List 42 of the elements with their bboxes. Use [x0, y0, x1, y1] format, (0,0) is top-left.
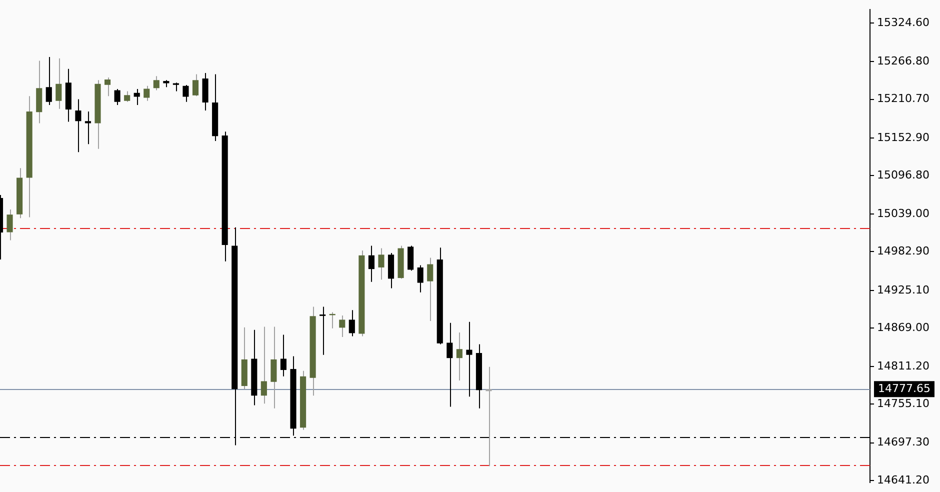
candlestick: [280, 334, 287, 377]
y-tick-label: 15152.90: [877, 130, 930, 144]
candlestick: [182, 84, 189, 102]
candlestick: [339, 315, 346, 338]
candlestick: [75, 98, 82, 153]
candlestick: [446, 322, 453, 408]
candlestick: [124, 90, 130, 102]
y-tick-label: 14811.20: [877, 359, 930, 372]
y-tick-label: 15039.00: [877, 207, 930, 220]
candlestick: [320, 306, 326, 356]
candlestick: [486, 366, 492, 467]
y-tick-label: 14755.10: [877, 397, 930, 410]
candlestick: [104, 77, 111, 97]
candlestick: [260, 326, 267, 404]
ref-line-label: 14777.65: [878, 382, 930, 395]
y-tick-label: 14925.10: [877, 283, 930, 296]
candlestick: [56, 58, 62, 110]
y-tick-label: 15096.80: [877, 168, 930, 182]
y-tick-label: 15210.70: [877, 92, 930, 106]
candlestick: [6, 208, 13, 241]
candlestick: [466, 321, 472, 398]
y-tick-label: 15266.80: [877, 54, 930, 68]
candlestick: [114, 88, 120, 106]
candlestick: [144, 85, 150, 102]
candlestick: [192, 74, 199, 97]
candlestick: [46, 56, 52, 106]
candlestick: [348, 310, 355, 337]
candlestick: [368, 245, 374, 282]
y-tick-label: 14641.20: [877, 473, 930, 486]
y-tick-label: 14697.30: [877, 436, 930, 449]
candlestick: [456, 332, 462, 382]
y-tick-label: 14869.00: [877, 320, 930, 334]
candlestick: [378, 248, 384, 280]
candlestick: [427, 257, 434, 322]
candlestick: [417, 264, 424, 293]
candlestick: [408, 245, 414, 272]
candlestick: [84, 110, 92, 145]
y-tick-label: 15324.60: [877, 16, 930, 29]
candlestick: [270, 326, 277, 409]
y-tick-label: 14982.90: [877, 244, 930, 258]
candlestick: [134, 88, 140, 106]
candlestick: [153, 76, 160, 91]
